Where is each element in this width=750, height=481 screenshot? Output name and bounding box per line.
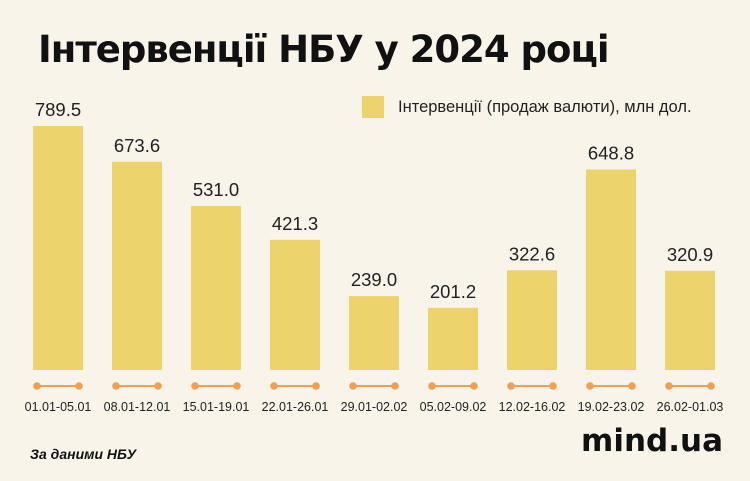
x-tick-label: 29.01-02.02 — [341, 400, 408, 414]
bar-value-label: 421.3 — [272, 213, 318, 234]
period-start-dot — [349, 382, 357, 390]
bar — [270, 239, 320, 370]
bar-value-label: 648.8 — [588, 142, 634, 163]
x-tick-label: 15.01-19.01 — [183, 400, 250, 414]
bar-value-label: 320.9 — [667, 244, 713, 265]
chart-title: Інтервенції НБУ у 2024 році — [38, 28, 610, 71]
bar — [191, 205, 241, 370]
bar — [507, 270, 557, 370]
bar-value-label: 531.0 — [193, 179, 239, 200]
period-end-dot — [707, 382, 715, 390]
period-end-dot — [391, 382, 399, 390]
period-start-dot — [665, 382, 673, 390]
period-start-dot — [112, 382, 120, 390]
x-tick-label: 05.02-09.02 — [420, 400, 487, 414]
period-end-dot — [75, 382, 83, 390]
period-start-dot — [507, 382, 515, 390]
bar — [586, 169, 636, 370]
bar — [665, 270, 715, 370]
x-tick-label: 08.01-12.01 — [104, 400, 171, 414]
x-tick-label: 22.01-26.01 — [262, 400, 329, 414]
x-tick-label: 12.02-16.02 — [499, 400, 566, 414]
bar — [428, 307, 478, 370]
period-start-dot — [191, 382, 199, 390]
bar — [33, 126, 83, 370]
x-tick-label: 26.02-01.03 — [657, 400, 724, 414]
bar-value-label: 322.6 — [509, 243, 555, 264]
period-start-dot — [33, 382, 41, 390]
bar-value-label: 239.0 — [351, 269, 397, 290]
bar-value-label: 789.5 — [35, 99, 81, 120]
x-tick-label: 01.01-05.01 — [25, 400, 92, 414]
period-end-dot — [154, 382, 162, 390]
bar — [112, 161, 162, 370]
brand-logo: mind.ua — [581, 423, 723, 459]
bar-value-label: 673.6 — [114, 135, 160, 156]
period-start-dot — [270, 382, 278, 390]
period-end-dot — [312, 382, 320, 390]
legend-label: Інтервенції (продаж валюти), млн дол. — [398, 97, 692, 116]
legend: Інтервенції (продаж валюти), млн дол. — [362, 96, 692, 118]
source-note: За даними НБУ — [30, 446, 137, 462]
period-end-dot — [628, 382, 636, 390]
period-end-dot — [470, 382, 478, 390]
bar-value-label: 201.2 — [430, 281, 476, 302]
bar — [349, 296, 399, 370]
x-tick-label: 19.02-23.02 — [578, 400, 645, 414]
period-end-dot — [233, 382, 241, 390]
period-end-dot — [549, 382, 557, 390]
period-start-dot — [586, 382, 594, 390]
legend-swatch — [362, 96, 384, 118]
period-start-dot — [428, 382, 436, 390]
